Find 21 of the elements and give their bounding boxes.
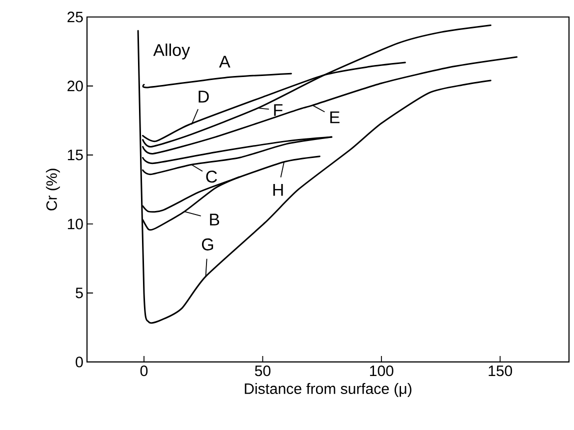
x-tick-label: 100 bbox=[370, 366, 394, 376]
y-tick-label: 5 bbox=[76, 288, 83, 298]
y-tick-label: 10 bbox=[68, 218, 83, 230]
annotation: B bbox=[210, 214, 220, 226]
annotation: G bbox=[202, 238, 214, 250]
x-tick-label: 50 bbox=[254, 366, 270, 376]
annotation: F bbox=[274, 104, 282, 116]
annotation: Alloy bbox=[153, 44, 190, 60]
y-tick-label: 0 bbox=[76, 356, 83, 368]
annotation: E bbox=[330, 111, 340, 124]
x-tick-label: 150 bbox=[488, 366, 512, 376]
x-axis-title: Distance from surface (μ) bbox=[244, 383, 412, 397]
x-tick-label: 0 bbox=[140, 366, 148, 376]
y-tick-label: 20 bbox=[68, 80, 83, 92]
annotation: A bbox=[219, 56, 230, 68]
annotation: D bbox=[198, 90, 209, 102]
y-axis-title: Cr (%) bbox=[46, 168, 60, 210]
y-tick-label: 15 bbox=[68, 150, 83, 160]
y-tick-label: 25 bbox=[68, 12, 83, 22]
annotation: H bbox=[273, 184, 283, 196]
annotation: C bbox=[206, 170, 217, 183]
